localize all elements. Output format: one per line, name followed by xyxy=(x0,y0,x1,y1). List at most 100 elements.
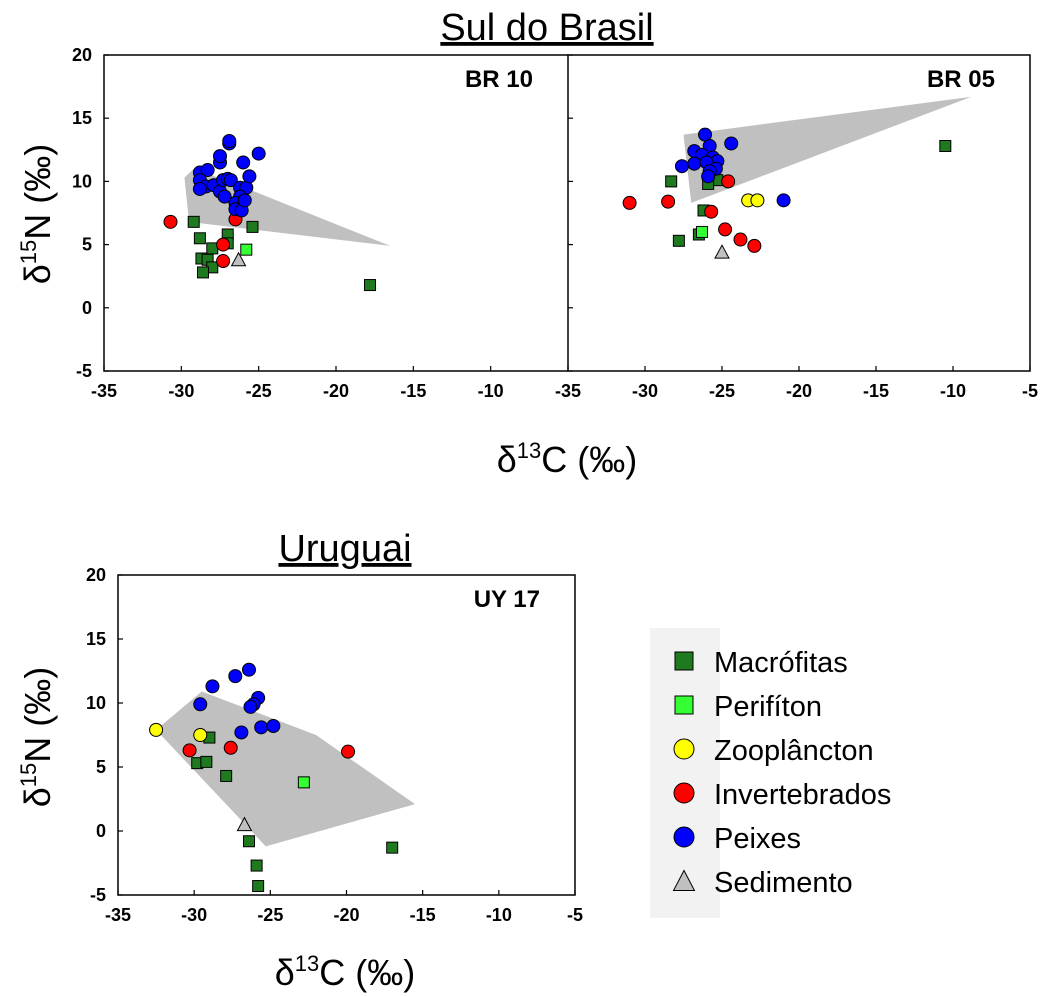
x-tick-label: -15 xyxy=(400,381,426,401)
y-axis-title-top: δ15N (‰) xyxy=(16,144,58,285)
y-tick-label: 20 xyxy=(72,45,92,65)
legend-marker xyxy=(674,695,694,715)
data-point xyxy=(364,279,377,292)
data-point xyxy=(193,728,208,742)
y-tick-label: 15 xyxy=(86,629,106,649)
x-tick-label: -15 xyxy=(863,381,889,401)
niche-hull xyxy=(156,691,416,847)
data-point xyxy=(341,744,356,759)
x-tick-label: -5 xyxy=(1022,381,1038,401)
y-tick-label: 0 xyxy=(96,821,106,841)
legend: Macrófitas Perifíton Zooplâncton Invertebra… xyxy=(650,628,891,918)
data-point xyxy=(266,719,281,734)
data-point xyxy=(243,835,256,848)
data-point xyxy=(237,193,252,208)
data-point xyxy=(193,232,206,245)
x-tick-label: -30 xyxy=(168,381,194,401)
data-point xyxy=(246,220,259,233)
data-point xyxy=(724,136,739,151)
legend-label: Invertebrados xyxy=(714,779,891,811)
data-point xyxy=(192,181,207,196)
y-tick-label: 20 xyxy=(86,565,106,585)
data-point xyxy=(213,149,227,164)
data-point xyxy=(254,720,269,735)
y-tick-label: 10 xyxy=(72,171,92,191)
series-sedimento xyxy=(230,251,247,267)
x-tick-label: -20 xyxy=(323,381,349,401)
legend-marker xyxy=(673,782,695,804)
data-point xyxy=(252,880,265,893)
data-point xyxy=(622,195,637,210)
series-sedimento xyxy=(714,244,730,259)
data-point xyxy=(234,725,249,740)
x-tick-label: -15 xyxy=(410,905,436,925)
legend-label: Macrófitas xyxy=(714,647,848,679)
series-macrófitas xyxy=(191,731,399,893)
series-sedimento xyxy=(236,816,253,832)
data-point xyxy=(228,669,243,684)
series-zooplâncton xyxy=(149,722,208,742)
data-point xyxy=(149,722,164,737)
panel-br05: -35 -30 -25 -20 -15 -10 -5 BR 05 xyxy=(555,54,1038,401)
series-perifíton xyxy=(240,243,253,256)
data-point xyxy=(251,146,266,161)
data-point xyxy=(217,189,232,204)
series-peixes xyxy=(193,662,281,740)
data-point xyxy=(695,225,708,238)
data-point xyxy=(701,169,716,184)
data-point xyxy=(216,237,231,252)
legend-marker xyxy=(672,869,696,891)
legend-label: Peixes xyxy=(714,823,801,855)
plot-frame xyxy=(103,54,568,372)
series-perifíton xyxy=(695,225,708,238)
data-point xyxy=(182,743,197,758)
panel-label: BR 05 xyxy=(927,66,995,93)
data-point xyxy=(714,244,730,259)
panel-label: UY 17 xyxy=(474,586,540,613)
data-point xyxy=(674,159,689,174)
legend-marker xyxy=(673,826,695,848)
y-tick-label: 10 xyxy=(86,693,106,713)
data-point xyxy=(205,679,220,694)
data-point xyxy=(242,662,257,677)
data-point xyxy=(721,174,736,189)
data-point xyxy=(200,755,213,768)
x-tick-label: -25 xyxy=(709,381,735,401)
title-uruguai: Uruguai xyxy=(278,528,411,570)
data-point xyxy=(236,155,251,170)
data-point xyxy=(236,816,253,832)
legend-label: Perifíton xyxy=(714,691,822,723)
data-point xyxy=(242,169,257,184)
data-point xyxy=(216,254,231,269)
data-point xyxy=(733,232,748,247)
series-perifíton xyxy=(297,776,310,789)
x-tick-label: -10 xyxy=(478,381,504,401)
data-point xyxy=(750,193,765,208)
data-point xyxy=(193,697,208,712)
y-tick-label: -5 xyxy=(90,885,106,905)
data-point xyxy=(939,140,952,153)
legend-background xyxy=(650,628,720,918)
data-point xyxy=(200,163,215,178)
x-tick-label: -5 xyxy=(567,905,583,925)
data-point xyxy=(187,215,200,228)
panel-uy17: -35 -30 -25 -20 -15 -10 -5 -5 0 5 10 15 20 UY 17 xyxy=(86,565,583,925)
x-tick-label: -35 xyxy=(555,381,581,401)
series-peixes xyxy=(674,127,791,208)
plot-frame xyxy=(567,54,1031,372)
data-point xyxy=(223,173,238,188)
panel-br10: -35 -30 -25 -20 -15 -10 -5 0 5 10 15 20 BR 10 xyxy=(72,45,568,401)
title-sul-do-brasil: Sul do Brasil xyxy=(440,7,653,49)
data-point xyxy=(163,214,178,229)
x-tick-label: -25 xyxy=(257,905,283,925)
data-point xyxy=(240,243,253,256)
data-point xyxy=(230,251,247,267)
data-point xyxy=(297,776,310,789)
x-axis-title-bottom: δ13C (‰) xyxy=(275,951,416,993)
y-tick-label: 5 xyxy=(82,235,92,255)
y-tick-label: 0 xyxy=(82,298,92,318)
data-point xyxy=(665,175,678,188)
data-point xyxy=(776,193,791,208)
x-axis-title-top: δ13C (‰) xyxy=(497,438,638,480)
